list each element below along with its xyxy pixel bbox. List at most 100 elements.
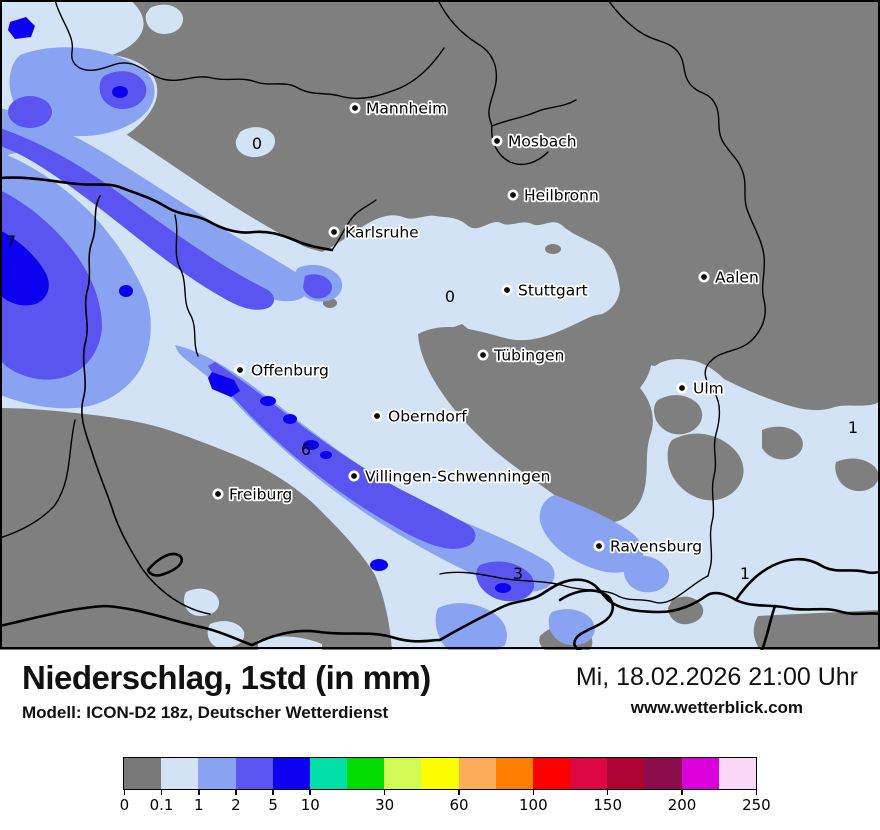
precip-strong-layer xyxy=(0,71,535,602)
city-label: Ravensburg xyxy=(610,538,702,556)
legend-tick-label: 2 xyxy=(231,796,241,814)
city-label: Villingen-Schwenningen xyxy=(365,468,550,486)
city-label: Offenburg xyxy=(251,362,329,380)
city-marker: Stuttgart xyxy=(501,280,589,301)
precip-value-label: 1 xyxy=(740,564,750,583)
city-label: Ulm xyxy=(693,380,724,398)
map-canvas: 0 0 7 6 3 1 1 Mannheim Mosbach Heilbronn Karlsruh… xyxy=(0,0,880,652)
legend-tick-label: 60 xyxy=(449,796,469,814)
city-marker: Mosbach xyxy=(491,131,578,152)
city-dot-icon xyxy=(348,470,360,482)
legend-tick-label: 150 xyxy=(593,796,622,814)
city-dot-icon xyxy=(593,540,605,552)
legend-tick-mark xyxy=(123,790,126,795)
city-dot-icon xyxy=(698,271,710,283)
legend-tick-mark xyxy=(160,790,163,795)
city-label: Karlsruhe xyxy=(345,224,419,242)
precip-value-label: 0 xyxy=(252,134,262,153)
page-title: Niederschlag, 1std (in mm) xyxy=(22,659,431,696)
city-marker: Villingen-Schwenningen xyxy=(348,466,552,487)
value-labels-layer: 0 0 7 6 3 1 1 xyxy=(6,134,858,583)
legend-color-segment xyxy=(309,758,348,789)
legend-color-segment xyxy=(644,758,682,789)
legend-color-segment xyxy=(272,758,310,789)
legend-tick-label: 0.1 xyxy=(149,796,174,814)
legend-color-segment xyxy=(421,758,459,789)
precipitation-map: 0 0 7 6 3 1 1 Mannheim Mosbach Heilbronn Karlsruh… xyxy=(0,0,880,652)
legend-color-segment xyxy=(495,758,533,789)
legend-tick-mark xyxy=(383,790,386,795)
legend-color-segment xyxy=(161,758,199,789)
legend-tick-label: 250 xyxy=(742,796,771,814)
legend-tick-mark xyxy=(681,790,683,795)
legend-color-segment xyxy=(570,758,608,789)
color-scale-legend: 0 0.1 1 2 5 10 30 60 100 150 200 250 xyxy=(120,757,771,814)
city-dot-icon xyxy=(477,349,489,361)
legend-color-segment xyxy=(532,758,571,789)
city-markers-layer: Mannheim Mosbach Heilbronn Karlsruhe Stuttga… xyxy=(212,98,760,557)
city-label: Oberndorf xyxy=(388,408,467,426)
city-dot-icon xyxy=(212,488,224,500)
precip-value-label: 6 xyxy=(301,440,311,459)
border-lines-layer xyxy=(0,0,880,652)
precip-value-label: 0 xyxy=(445,287,455,306)
city-marker: Mannheim xyxy=(349,98,449,119)
legend-tick-mark xyxy=(197,790,200,795)
legend-color-segment xyxy=(384,758,422,789)
website-url: www.wetterblick.com xyxy=(630,698,804,717)
city-label: Freiburg xyxy=(229,486,292,504)
legend-color-segment xyxy=(347,758,385,789)
valid-datetime: Mi, 18.02.2026 21:00 Uhr xyxy=(575,663,858,691)
city-dot-icon xyxy=(371,410,383,422)
legend-tick-mark xyxy=(458,790,460,795)
legend-tick-label: 1 xyxy=(193,796,204,814)
legend-tick-label: 100 xyxy=(519,796,548,814)
precip-value-label: 3 xyxy=(513,564,523,583)
legend-color-segment xyxy=(607,758,645,789)
city-label: Mannheim xyxy=(366,100,447,118)
city-marker: Tübingen xyxy=(477,345,566,366)
city-marker: Offenburg xyxy=(234,360,331,381)
legend-tick-mark xyxy=(309,790,312,795)
precip-heavy-layer xyxy=(0,17,511,593)
city-dot-icon xyxy=(328,226,340,238)
city-dot-icon xyxy=(507,189,519,201)
legend-tick-label: 30 xyxy=(375,796,395,814)
legend-color-segment xyxy=(458,758,496,789)
city-marker: Oberndorf xyxy=(371,406,469,427)
city-marker: Ulm xyxy=(676,378,725,399)
city-label: Tübingen xyxy=(493,347,564,365)
model-subtitle: Modell: ICON-D2 18z, Deutscher Wetterdie… xyxy=(22,703,389,723)
city-dot-icon xyxy=(676,382,688,394)
legend-tick-mark xyxy=(235,790,237,795)
city-label: Mosbach xyxy=(508,133,577,151)
legend-color-segment xyxy=(235,758,273,789)
legend-tick-mark xyxy=(755,790,758,795)
precip-value-label: 7 xyxy=(6,232,16,251)
precip-value-label: 1 xyxy=(848,418,858,437)
legend-color-segment xyxy=(124,758,162,789)
legend-color-bar xyxy=(123,757,757,790)
legend-tick-label: 10 xyxy=(300,796,320,814)
legend-color-segment xyxy=(198,758,236,789)
legend-tick-mark xyxy=(606,790,609,795)
legend-tick-label: 5 xyxy=(268,796,278,814)
legend-tick-mark xyxy=(272,790,274,795)
city-dot-icon xyxy=(349,102,361,114)
city-dot-icon xyxy=(234,364,246,376)
city-marker: Aalen xyxy=(698,267,760,288)
legend-color-segment xyxy=(718,758,756,789)
city-label: Aalen xyxy=(715,269,759,287)
legend-color-segment xyxy=(681,758,719,789)
legend-tick-label: 0 xyxy=(119,796,130,814)
city-marker: Ravensburg xyxy=(593,536,704,557)
legend-tick-label: 200 xyxy=(667,796,697,814)
city-marker: Freiburg xyxy=(212,484,294,505)
datetime-block: Mi, 18.02.2026 21:00 Uhr www.wetterblick… xyxy=(576,663,858,718)
city-label: Heilbronn xyxy=(524,187,599,205)
legend-tick-mark xyxy=(532,790,535,795)
city-label: Stuttgart xyxy=(518,282,588,300)
city-marker: Heilbronn xyxy=(507,185,601,206)
title-block: Niederschlag, 1std (in mm) Modell: ICON-… xyxy=(22,659,858,723)
